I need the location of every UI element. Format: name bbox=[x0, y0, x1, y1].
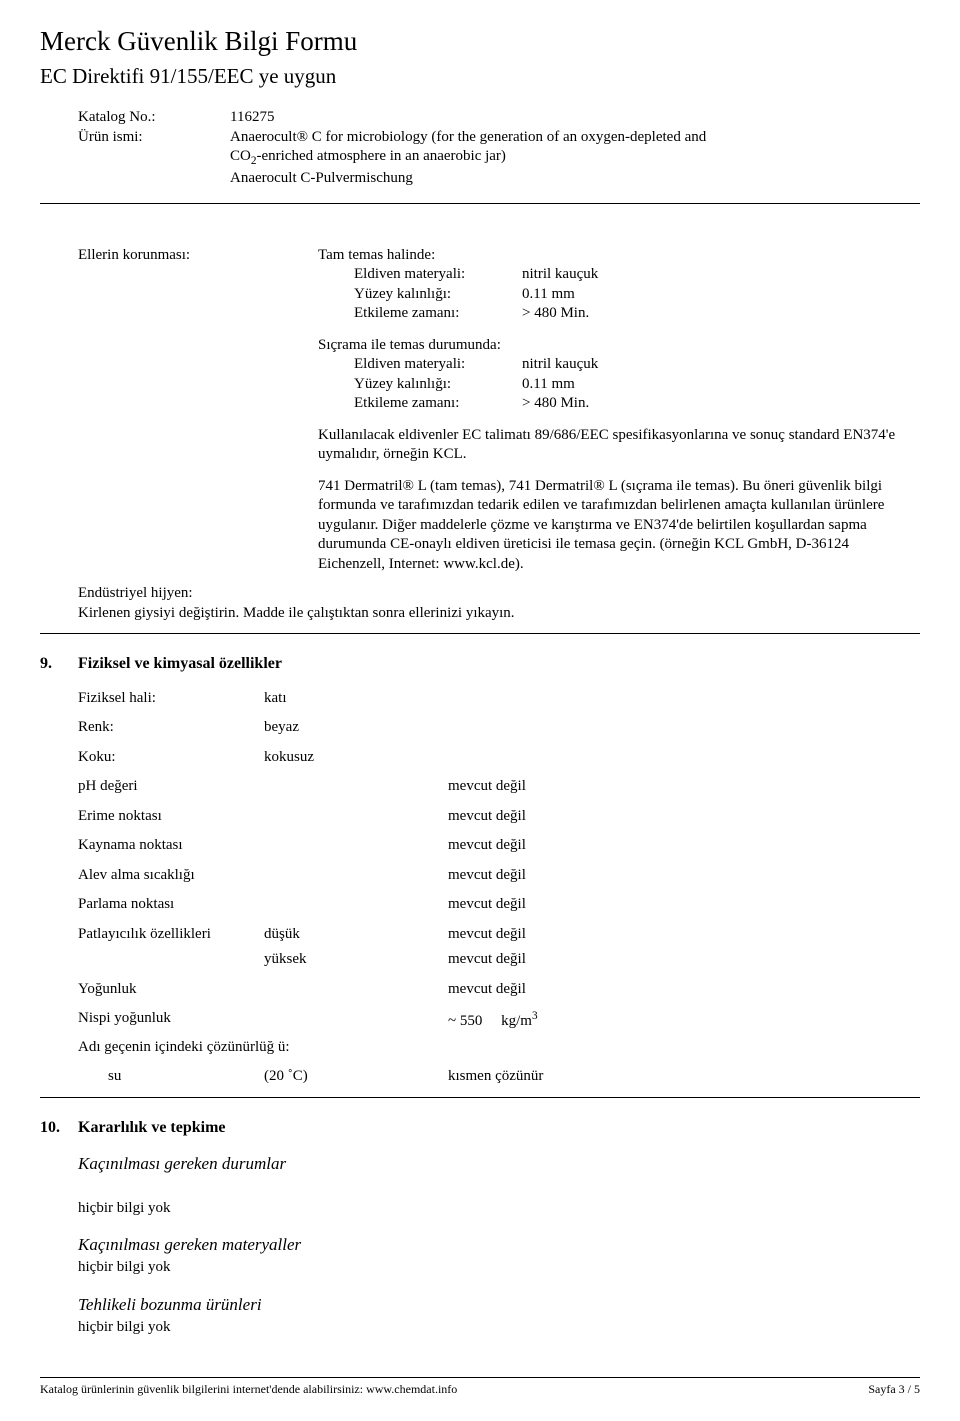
explosive-low-value: mevcut değil bbox=[448, 925, 920, 945]
color-label: Renk: bbox=[78, 718, 264, 738]
footer-page-number: Sayfa 3 / 5 bbox=[868, 1382, 920, 1398]
melting-point-value: mevcut değil bbox=[448, 807, 920, 827]
ignition-point-label: Parlama noktası bbox=[78, 895, 264, 915]
document-subtitle: EC Direktifi 91/155/EEC ye uygun bbox=[40, 63, 920, 90]
glove-spec-paragraph: Kullanılacak eldivenler EC talimatı 89/6… bbox=[318, 426, 920, 465]
full-contact-heading: Tam temas halinde: bbox=[318, 246, 920, 266]
solubility-value: kısmen çözünür bbox=[448, 1067, 543, 1087]
splash-breaktime-key: Etkileme zamanı: bbox=[354, 394, 522, 414]
section-rule-2 bbox=[40, 1097, 920, 1098]
explosive-high-value: mevcut değil bbox=[448, 950, 920, 970]
glove-material-val: nitril kauçuk bbox=[522, 265, 598, 285]
solubility-temp: (20 ˚C) bbox=[264, 1067, 448, 1087]
industrial-hygiene-block: Endüstriyel hijyen: Kirlenen giysiyi değ… bbox=[78, 584, 920, 623]
catalog-no-label: Katalog No.: bbox=[78, 108, 230, 128]
product-name-value: Anaerocult® C for microbiology (for the … bbox=[230, 128, 920, 189]
solubility-medium: su bbox=[108, 1067, 264, 1087]
glove-breaktime-val: > 480 Min. bbox=[522, 304, 589, 324]
splash-contact-heading: Sıçrama ile temas durumunda: bbox=[318, 336, 920, 356]
explosive-label: Patlayıcılık özellikleri bbox=[78, 925, 264, 945]
avoid-conditions-title: Kaçınılması gereken durumlar bbox=[78, 1153, 920, 1175]
boiling-point-label: Kaynama noktası bbox=[78, 836, 264, 856]
color-value: beyaz bbox=[264, 718, 448, 738]
density-label: Yoğunluk bbox=[78, 980, 264, 1000]
physical-state-value: katı bbox=[264, 689, 448, 709]
catalog-no-value: 116275 bbox=[230, 108, 920, 128]
hand-protection-block: Ellerin korunması: Tam temas halinde: El… bbox=[78, 246, 920, 575]
glove-thickness-val: 0.11 mm bbox=[522, 285, 575, 305]
bulk-density-value: ~ 550 kg/m3 bbox=[448, 1009, 920, 1032]
section-rule bbox=[40, 633, 920, 634]
hazardous-products-value: hiçbir bilgi yok bbox=[78, 1318, 920, 1338]
hygiene-label: Endüstriyel hijyen: bbox=[78, 584, 920, 604]
hand-protection-label: Ellerin korunması: bbox=[78, 246, 318, 575]
glove-breaktime-key: Etkileme zamanı: bbox=[354, 304, 522, 324]
physical-state-label: Fiziksel hali: bbox=[78, 689, 264, 709]
document-title: Merck Güvenlik Bilgi Formu bbox=[40, 24, 920, 59]
glove-recommendation-paragraph: 741 Dermatril® L (tam temas), 741 Dermat… bbox=[318, 477, 920, 575]
ph-label: pH değeri bbox=[78, 777, 264, 797]
splash-breaktime-val: > 480 Min. bbox=[522, 394, 589, 414]
product-info-block: Katalog No.: 116275 Ürün ismi: Anaerocul… bbox=[78, 108, 920, 188]
splash-material-val: nitril kauçuk bbox=[522, 355, 598, 375]
page-footer: Katalog ürünlerinin güvenlik bilgilerini… bbox=[40, 1377, 920, 1398]
avoid-materials-title: Kaçınılması gereken materyaller bbox=[78, 1234, 920, 1256]
avoid-materials-value: hiçbir bilgi yok bbox=[78, 1258, 920, 1278]
splash-thickness-val: 0.11 mm bbox=[522, 375, 575, 395]
melting-point-label: Erime noktası bbox=[78, 807, 264, 827]
ignition-point-value: mevcut değil bbox=[448, 895, 920, 915]
flash-point-label: Alev alma sıcaklığı bbox=[78, 866, 264, 886]
bulk-density-label: Nispi yoğunluk bbox=[78, 1009, 264, 1032]
hygiene-text: Kirlenen giysiyi değiştirin. Madde ile ç… bbox=[78, 604, 920, 624]
footer-left: Katalog ürünlerinin güvenlik bilgilerini… bbox=[40, 1382, 457, 1398]
avoid-conditions-value: hiçbir bilgi yok bbox=[78, 1199, 920, 1219]
odor-value: kokusuz bbox=[264, 748, 448, 768]
splash-material-key: Eldiven materyali: bbox=[354, 355, 522, 375]
boiling-point-value: mevcut değil bbox=[448, 836, 920, 856]
odor-label: Koku: bbox=[78, 748, 264, 768]
section-10-heading: 10. Kararlılık ve tepkime bbox=[40, 1118, 920, 1139]
section-9-heading: 9. Fiziksel ve kimyasal özellikler bbox=[40, 654, 920, 675]
solubility-label: Adı geçenin içindeki çözünürlüğ ü: bbox=[78, 1038, 920, 1058]
ph-value: mevcut değil bbox=[448, 777, 920, 797]
density-value: mevcut değil bbox=[448, 980, 920, 1000]
hazardous-products-title: Tehlikeli bozunma ürünleri bbox=[78, 1294, 920, 1316]
splash-thickness-key: Yüzey kalınlığı: bbox=[354, 375, 522, 395]
explosive-low: düşük bbox=[264, 925, 448, 945]
product-name-label: Ürün ismi: bbox=[78, 128, 230, 189]
explosive-high: yüksek bbox=[264, 950, 448, 970]
glove-thickness-key: Yüzey kalınlığı: bbox=[354, 285, 522, 305]
glove-material-key: Eldiven materyali: bbox=[354, 265, 522, 285]
flash-point-value: mevcut değil bbox=[448, 866, 920, 886]
